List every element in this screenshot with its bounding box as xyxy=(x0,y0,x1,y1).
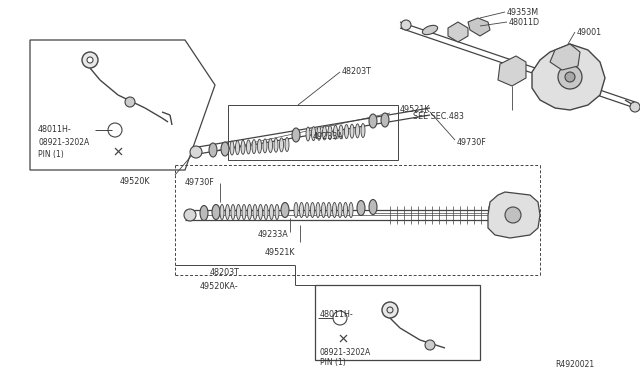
Ellipse shape xyxy=(381,113,389,127)
Ellipse shape xyxy=(294,202,298,218)
Polygon shape xyxy=(468,18,490,36)
Ellipse shape xyxy=(361,124,365,138)
Circle shape xyxy=(184,209,196,221)
Polygon shape xyxy=(498,56,526,86)
Text: 49730F: 49730F xyxy=(457,138,487,147)
Text: 08921-3202A: 08921-3202A xyxy=(38,138,89,147)
Ellipse shape xyxy=(350,124,354,138)
Ellipse shape xyxy=(280,138,284,152)
Ellipse shape xyxy=(328,126,332,140)
Polygon shape xyxy=(448,22,468,42)
Polygon shape xyxy=(488,192,540,238)
Ellipse shape xyxy=(252,140,256,154)
Ellipse shape xyxy=(241,140,245,154)
Ellipse shape xyxy=(248,205,252,219)
Text: 49521K: 49521K xyxy=(400,105,431,114)
Polygon shape xyxy=(550,44,580,70)
Ellipse shape xyxy=(305,202,309,218)
Ellipse shape xyxy=(242,205,246,219)
Ellipse shape xyxy=(310,202,314,218)
Ellipse shape xyxy=(369,114,377,128)
Text: 48011D: 48011D xyxy=(509,18,540,27)
Ellipse shape xyxy=(269,138,273,153)
Text: 49521K: 49521K xyxy=(265,248,296,257)
Ellipse shape xyxy=(236,141,239,155)
Ellipse shape xyxy=(422,25,438,35)
Ellipse shape xyxy=(369,199,377,215)
Circle shape xyxy=(382,302,398,318)
Ellipse shape xyxy=(221,142,229,156)
Ellipse shape xyxy=(264,205,268,219)
Text: 48011H-: 48011H- xyxy=(38,125,72,134)
Ellipse shape xyxy=(316,202,320,218)
Ellipse shape xyxy=(274,138,278,152)
Text: 08921-3202A: 08921-3202A xyxy=(320,348,371,357)
Circle shape xyxy=(425,340,435,350)
Text: 49520KA-: 49520KA- xyxy=(200,282,239,291)
Circle shape xyxy=(565,72,575,82)
Text: 49353M: 49353M xyxy=(507,8,539,17)
Circle shape xyxy=(82,52,98,68)
Ellipse shape xyxy=(225,205,230,219)
Ellipse shape xyxy=(275,205,279,219)
Circle shape xyxy=(190,146,202,158)
Bar xyxy=(315,285,480,360)
Text: 48011H-: 48011H- xyxy=(320,310,354,319)
Circle shape xyxy=(505,207,521,223)
Ellipse shape xyxy=(253,205,257,219)
Ellipse shape xyxy=(355,124,360,138)
Text: SEE SEC.483: SEE SEC.483 xyxy=(413,112,464,121)
Circle shape xyxy=(401,20,411,30)
Text: PIN (1): PIN (1) xyxy=(38,150,64,159)
Ellipse shape xyxy=(285,138,289,151)
Ellipse shape xyxy=(333,202,337,218)
Ellipse shape xyxy=(339,125,343,139)
Ellipse shape xyxy=(281,202,289,218)
Circle shape xyxy=(125,97,135,107)
Text: PIN (1): PIN (1) xyxy=(320,358,346,367)
Polygon shape xyxy=(532,44,605,110)
Ellipse shape xyxy=(327,202,331,218)
Ellipse shape xyxy=(259,205,262,219)
Text: 49730F: 49730F xyxy=(185,178,215,187)
Text: 49233A: 49233A xyxy=(313,132,344,141)
Text: 49520K: 49520K xyxy=(120,177,150,186)
Ellipse shape xyxy=(263,139,267,153)
Text: 49233A: 49233A xyxy=(258,230,289,239)
Ellipse shape xyxy=(344,202,348,218)
Ellipse shape xyxy=(231,205,235,219)
Circle shape xyxy=(558,65,582,89)
Ellipse shape xyxy=(306,127,310,141)
Circle shape xyxy=(630,102,640,112)
Ellipse shape xyxy=(300,202,303,218)
Ellipse shape xyxy=(257,139,262,153)
Text: 49001: 49001 xyxy=(577,28,602,37)
Ellipse shape xyxy=(357,201,365,215)
Ellipse shape xyxy=(209,143,217,157)
Ellipse shape xyxy=(333,125,337,139)
Polygon shape xyxy=(30,40,215,170)
Ellipse shape xyxy=(220,205,224,219)
Ellipse shape xyxy=(230,141,234,155)
Text: R4920021: R4920021 xyxy=(555,360,594,369)
Ellipse shape xyxy=(344,125,349,138)
Text: 48203T: 48203T xyxy=(210,268,240,277)
Bar xyxy=(228,105,398,160)
Ellipse shape xyxy=(292,128,300,142)
Ellipse shape xyxy=(200,205,208,221)
Ellipse shape xyxy=(246,140,250,154)
Ellipse shape xyxy=(321,202,326,218)
Circle shape xyxy=(87,57,93,63)
Ellipse shape xyxy=(312,126,316,141)
Ellipse shape xyxy=(237,205,241,219)
Ellipse shape xyxy=(349,202,353,218)
Text: 48203T: 48203T xyxy=(342,67,372,76)
Ellipse shape xyxy=(212,205,220,219)
Ellipse shape xyxy=(269,205,273,219)
Ellipse shape xyxy=(317,126,321,140)
Ellipse shape xyxy=(338,202,342,218)
Ellipse shape xyxy=(323,126,326,140)
